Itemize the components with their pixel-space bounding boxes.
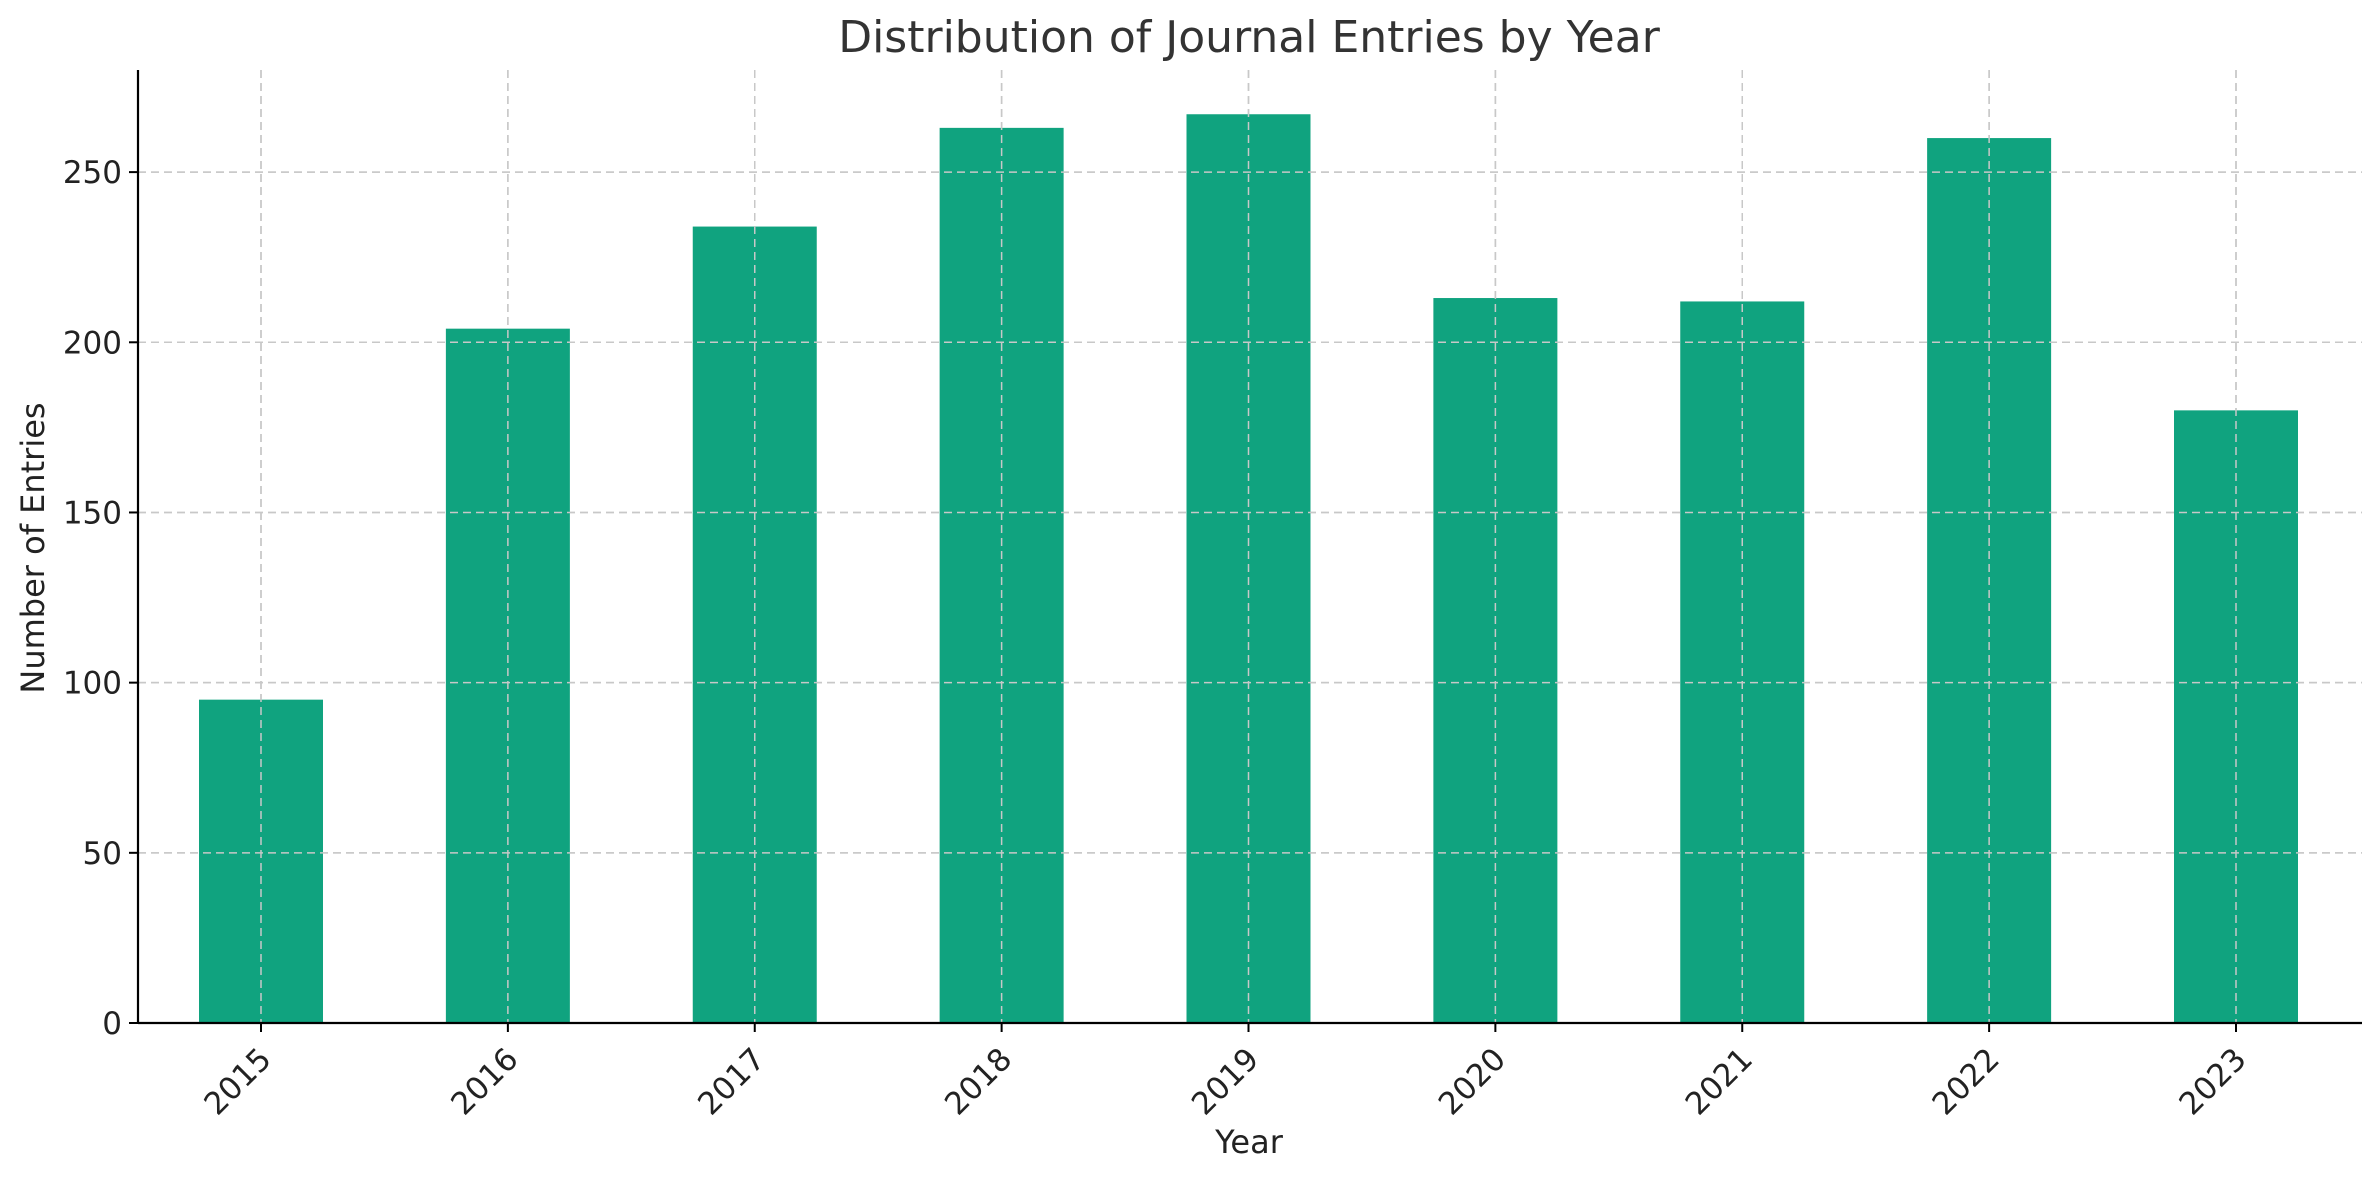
bars xyxy=(138,70,2362,1024)
x-tick-label-2018: 2018 xyxy=(938,1041,1019,1122)
x-axis-label: Year xyxy=(1214,1123,1284,1161)
x-tick-label-2015: 2015 xyxy=(197,1041,278,1122)
x-tick-label-2023: 2023 xyxy=(2172,1041,2253,1122)
chart-title: Distribution of Journal Entries by Year xyxy=(838,12,1660,63)
y-tick-label: 0 xyxy=(102,1006,122,1042)
x-tick-label-2019: 2019 xyxy=(1185,1041,1266,1122)
x-tick-label-2021: 2021 xyxy=(1679,1041,1760,1122)
y-tick-label: 100 xyxy=(63,666,122,702)
y-tick-label: 200 xyxy=(63,325,122,361)
y-tick-label: 250 xyxy=(63,155,122,191)
y-tick-label: 150 xyxy=(63,495,122,531)
y-tick-label: 50 xyxy=(83,836,122,872)
ticks: 0 50 100 150 200 250 2015 2016 2017 2018 2019 2020 2… xyxy=(63,155,2254,1122)
x-tick-label-2017: 2017 xyxy=(691,1041,772,1122)
y-axis-label: Number of Entries xyxy=(14,402,52,693)
x-tick-label-2020: 2020 xyxy=(1432,1041,1513,1122)
x-tick-label-2016: 2016 xyxy=(444,1041,525,1122)
bar-2018 xyxy=(939,127,1064,1023)
x-tick-label-2022: 2022 xyxy=(1926,1041,2007,1122)
